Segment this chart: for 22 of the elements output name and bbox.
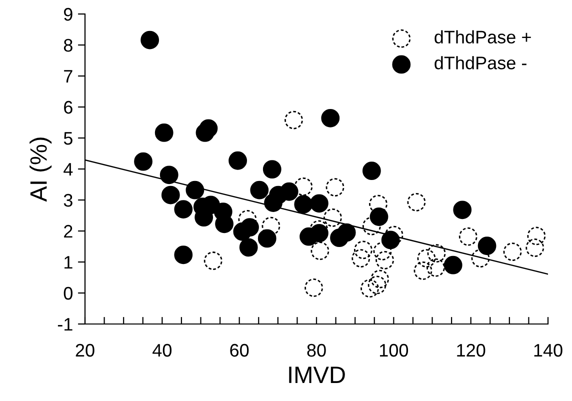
y-tick-label: 3 — [64, 194, 72, 207]
y-tick-label: 2 — [64, 224, 72, 238]
y-axis-title: AI (%) — [30, 138, 52, 202]
x-tick-label: 80 — [307, 344, 326, 357]
legend-label: dThdPase + — [434, 30, 531, 44]
y-tick-label: 7 — [64, 70, 72, 83]
y-tick-label: 4 — [64, 163, 73, 176]
x-tick-label: 40 — [152, 344, 172, 357]
y-tick-label: 0 — [64, 286, 72, 300]
x-tick-label: 20 — [76, 344, 94, 357]
x-tick-label: 140 — [534, 344, 562, 357]
y-tick-label: 9 — [64, 8, 72, 21]
y-tick-label: 5 — [64, 132, 72, 145]
x-tick-label: 60 — [230, 344, 249, 357]
x-tick-label: 120 — [457, 344, 486, 357]
legend-label: dThdPase - — [434, 56, 526, 70]
y-tick-label: 6 — [64, 100, 72, 114]
y-tick-label: 1 — [64, 256, 72, 269]
y-tick-label: 8 — [64, 38, 72, 52]
x-axis-title: IMVD — [289, 366, 345, 383]
y-tick-label: -1 — [58, 318, 72, 331]
x-tick-label: 100 — [380, 344, 408, 357]
